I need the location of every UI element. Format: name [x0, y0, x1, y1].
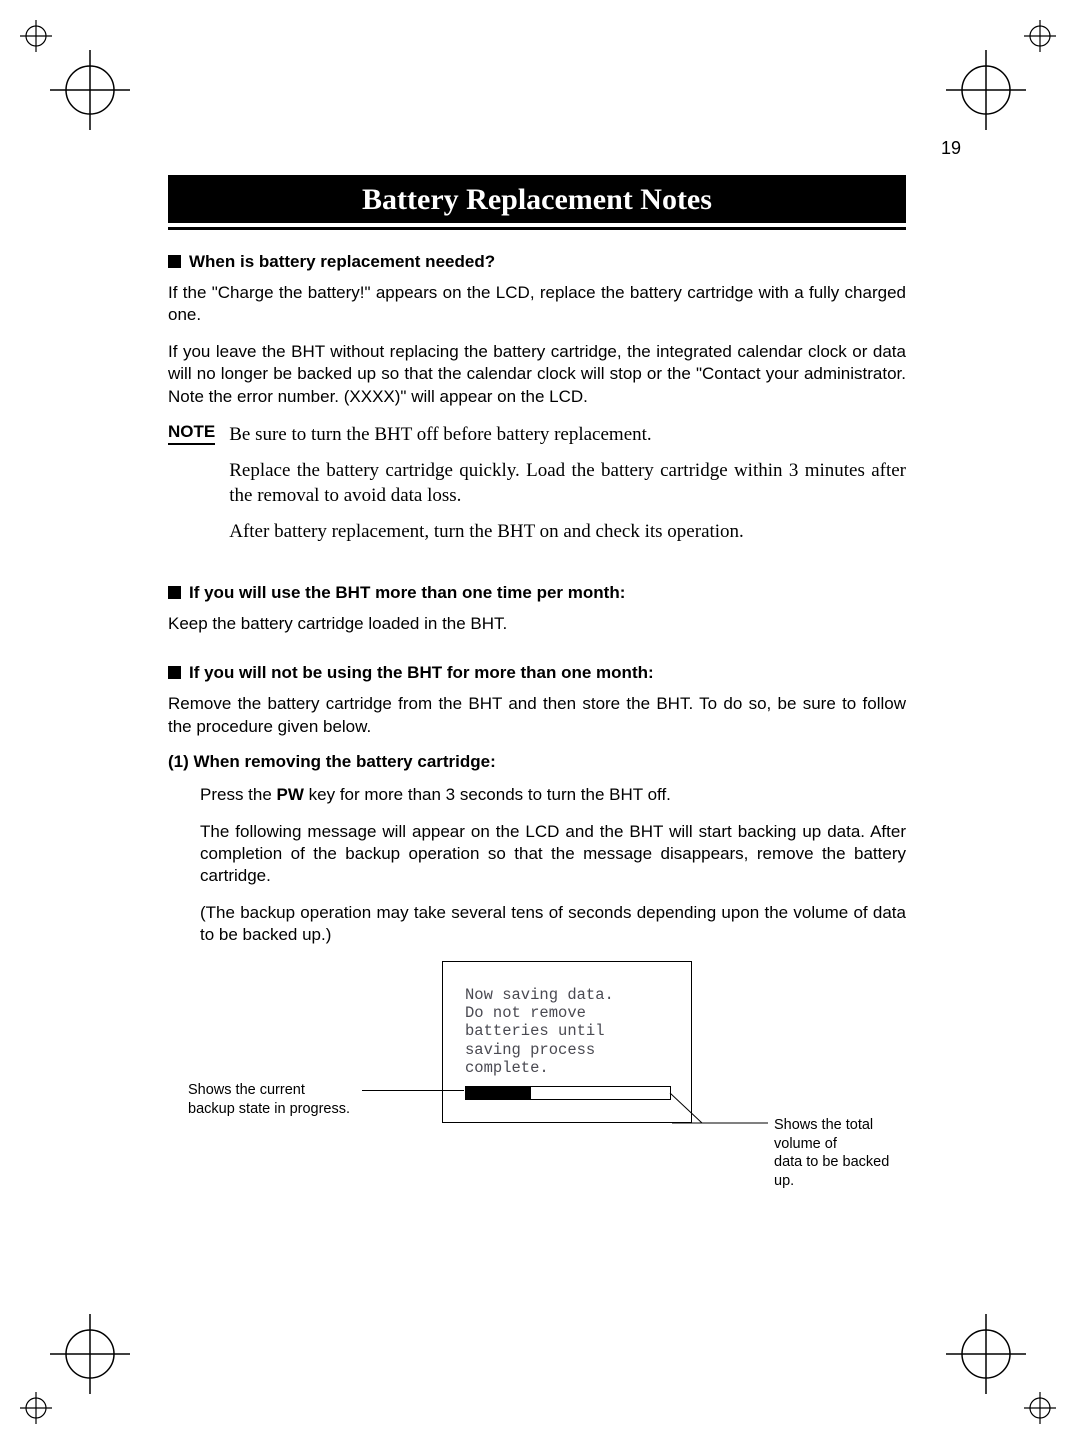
paragraph: Press the PW key for more than 3 seconds…: [200, 784, 906, 806]
note-content: Be sure to turn the BHT off before batte…: [229, 422, 906, 555]
lcd-message: Now saving data. Do not remove batteries…: [465, 986, 614, 1077]
connector-line: [660, 1091, 780, 1131]
paragraph: The following message will appear on the…: [200, 821, 906, 888]
lcd-frame: Now saving data. Do not remove batteries…: [442, 961, 692, 1123]
note-line: After battery replacement, turn the BHT …: [229, 519, 906, 545]
section-heading-when: When is battery replacement needed?: [168, 252, 906, 272]
crop-mark-tl: [15, 15, 135, 135]
paragraph: If the "Charge the battery!" appears on …: [168, 282, 906, 327]
note-line: Be sure to turn the BHT off before batte…: [229, 422, 906, 448]
text-fragment: Press the: [200, 785, 277, 804]
bullet-square-icon: [168, 255, 181, 268]
paragraph: Remove the battery cartridge from the BH…: [168, 693, 906, 738]
lcd-line: Now saving data.: [465, 986, 614, 1004]
heading-text: If you will not be using the BHT for mor…: [189, 663, 654, 682]
step-heading: (1) When removing the battery cartridge:: [168, 752, 906, 772]
paragraph: (The backup operation may take several t…: [200, 902, 906, 947]
heading-text: If you will use the BHT more than one ti…: [189, 583, 625, 602]
crop-mark-bl: [15, 1309, 135, 1429]
progress-fill: [466, 1087, 531, 1099]
section-heading-storage: If you will not be using the BHT for mor…: [168, 663, 906, 683]
note-block: NOTE Be sure to turn the BHT off before …: [168, 422, 906, 555]
bullet-square-icon: [168, 586, 181, 599]
progress-bar: [465, 1086, 671, 1100]
callout-left: Shows the current backup state in progre…: [188, 1081, 350, 1119]
connector-line: [362, 1090, 464, 1091]
crop-mark-tr: [941, 15, 1061, 135]
heading-text: When is battery replacement needed?: [189, 252, 495, 271]
page-number: 19: [941, 138, 961, 159]
paragraph: Keep the battery cartridge loaded in the…: [168, 613, 906, 635]
bullet-square-icon: [168, 666, 181, 679]
note-line: Replace the battery cartridge quickly. L…: [229, 458, 906, 509]
lcd-figure: Now saving data. Do not remove batteries…: [200, 961, 906, 1161]
text-fragment: key for more than 3 seconds to turn the …: [304, 785, 671, 804]
pw-key: PW: [277, 785, 304, 804]
page-content: Battery Replacement Notes When is batter…: [168, 175, 906, 1161]
lcd-line: saving process: [465, 1041, 614, 1059]
callout-right: Shows the total volume of data to be bac…: [774, 1116, 906, 1191]
paragraph: If you leave the BHT without replacing t…: [168, 341, 906, 408]
step-body: Press the PW key for more than 3 seconds…: [200, 784, 906, 1161]
page-title: Battery Replacement Notes: [168, 175, 906, 223]
lcd-line: Do not remove: [465, 1004, 614, 1022]
lcd-line: complete.: [465, 1059, 614, 1077]
section-heading-monthly: If you will use the BHT more than one ti…: [168, 583, 906, 603]
note-label: NOTE: [168, 422, 215, 445]
crop-mark-br: [941, 1309, 1061, 1429]
title-underline: [168, 227, 906, 230]
lcd-line: batteries until: [465, 1022, 614, 1040]
